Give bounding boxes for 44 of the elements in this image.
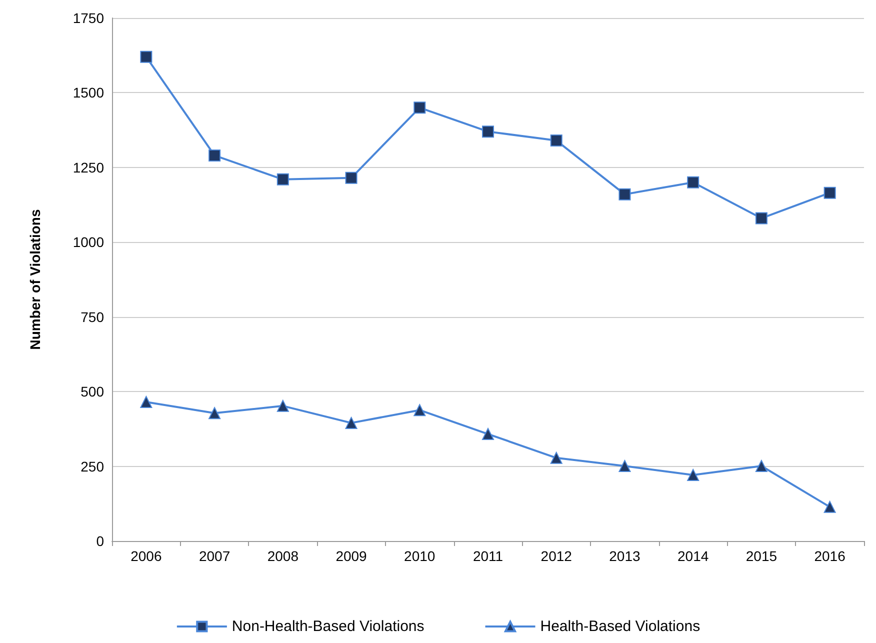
- legend-label: Health-Based Violations: [540, 618, 700, 635]
- point: [140, 50, 152, 63]
- point: [414, 404, 426, 416]
- x-tick-label: 2014: [678, 548, 709, 564]
- point: [208, 149, 221, 162]
- point: [687, 468, 700, 481]
- x-tick-label: 2009: [336, 548, 368, 564]
- point: [345, 416, 358, 429]
- point: [345, 172, 358, 184]
- x-tick-label: 2013: [609, 548, 641, 564]
- y-tick-label: 750: [80, 308, 104, 325]
- x-tick-label: 2012: [540, 548, 572, 564]
- point: [618, 460, 631, 472]
- point: [755, 212, 768, 224]
- point: [687, 176, 700, 188]
- x-tick-label: 2015: [746, 548, 778, 564]
- point: [550, 452, 562, 464]
- point: [140, 396, 152, 408]
- point: [276, 173, 289, 186]
- y-tick-label: 250: [80, 458, 104, 474]
- x-tick-label: 2010: [404, 548, 436, 564]
- point: [824, 186, 836, 199]
- x-tick-label: 2011: [472, 548, 504, 564]
- point: [276, 400, 289, 412]
- x-tick-label: 2016: [814, 548, 846, 564]
- x-tick-label: 2008: [267, 548, 299, 564]
- point: [550, 134, 562, 147]
- y-tick-label: 500: [80, 384, 104, 400]
- y-tick-label: 1000: [72, 234, 104, 250]
- point: [414, 102, 426, 114]
- x-tick-label: 2006: [130, 548, 162, 564]
- point: [755, 460, 768, 472]
- y-tick-label: 1250: [72, 159, 104, 176]
- point: [208, 407, 221, 420]
- y-tick-label: 1500: [72, 84, 104, 101]
- point: [618, 188, 631, 200]
- point: [482, 126, 494, 138]
- point: [482, 428, 494, 440]
- point: [824, 500, 836, 513]
- y-tick-label: 1750: [72, 10, 104, 26]
- x-tick-label: 2007: [198, 548, 230, 564]
- y-axis-title: Number of Violations: [27, 209, 43, 350]
- legend-label: Non-Health-Based Violations: [232, 618, 424, 635]
- y-tick-label: 0: [96, 533, 104, 549]
